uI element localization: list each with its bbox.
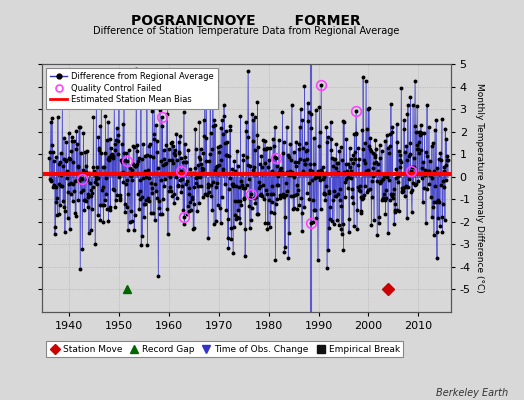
Text: Berkeley Earth: Berkeley Earth xyxy=(436,388,508,398)
Y-axis label: Monthly Temperature Anomaly Difference (°C): Monthly Temperature Anomaly Difference (… xyxy=(475,83,484,293)
Legend: Station Move, Record Gap, Time of Obs. Change, Empirical Break: Station Move, Record Gap, Time of Obs. C… xyxy=(47,341,403,358)
Legend: Difference from Regional Average, Quality Control Failed, Estimated Station Mean: Difference from Regional Average, Qualit… xyxy=(46,68,218,108)
Text: POGRANICNOYE        FORMER: POGRANICNOYE FORMER xyxy=(132,14,361,28)
Text: Difference of Station Temperature Data from Regional Average: Difference of Station Temperature Data f… xyxy=(93,26,399,36)
